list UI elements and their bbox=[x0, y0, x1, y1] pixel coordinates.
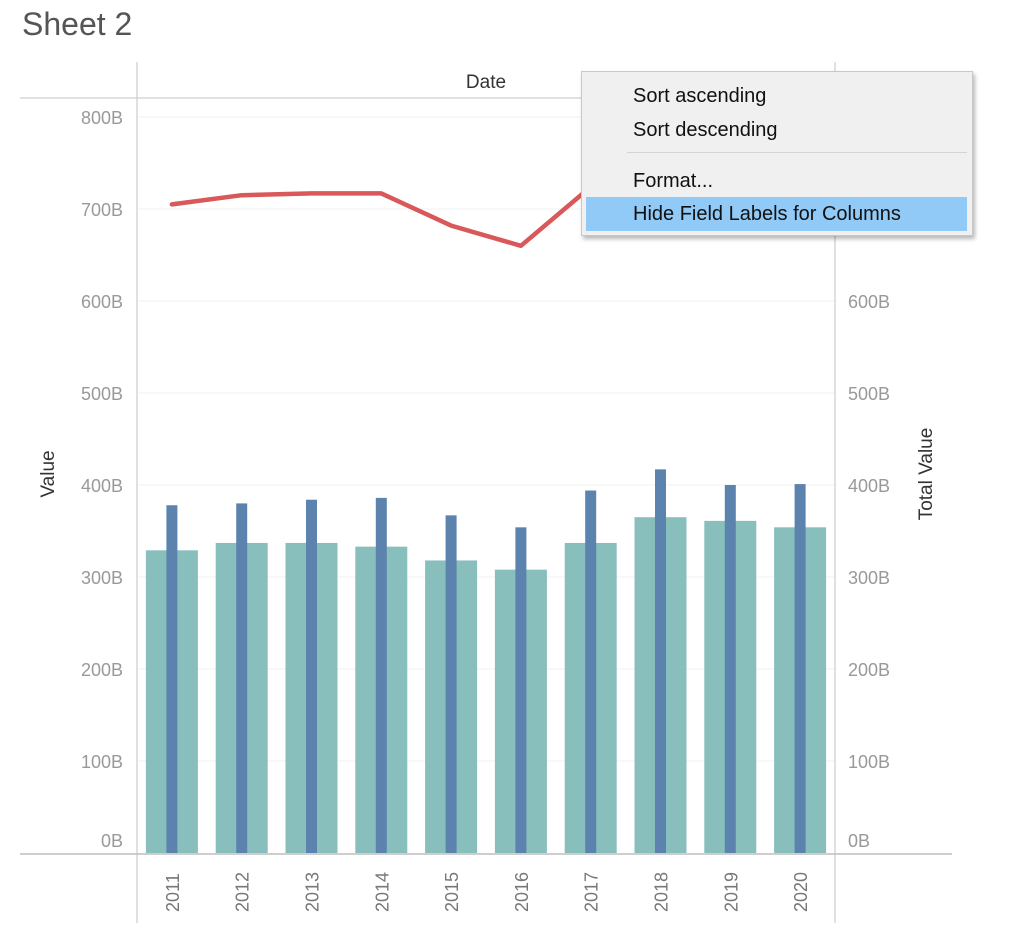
line-series bbox=[169, 184, 593, 249]
y-right-tick-label: 500B bbox=[848, 384, 890, 404]
y-right-tick-label: 200B bbox=[848, 660, 890, 680]
y-left-tick-label: 500B bbox=[81, 384, 123, 404]
menu-item-format[interactable]: Format... bbox=[633, 170, 714, 192]
y-right-tick-label: 100B bbox=[848, 752, 890, 772]
x-tick-label: 2013 bbox=[303, 872, 323, 912]
bar-narrow-2014[interactable] bbox=[375, 497, 387, 853]
menu-item-sort-descending[interactable]: Sort descending bbox=[633, 119, 778, 141]
y-axis-left-title: Value bbox=[38, 450, 59, 497]
x-tick-label: 2016 bbox=[512, 872, 532, 912]
bar-narrow-2016[interactable] bbox=[515, 527, 527, 853]
y-right-tick-label: 600B bbox=[848, 292, 890, 312]
x-axis-ticks: 2011 2012 2013 2014 2015 2016 2017 2018 2019 2020 bbox=[163, 872, 811, 912]
x-tick-label: 2017 bbox=[582, 872, 602, 912]
bar-narrow-2020[interactable] bbox=[794, 484, 806, 853]
menu-item-hide-field-labels[interactable]: Hide Field Labels for Columns bbox=[586, 197, 967, 231]
y-right-tick-label: 400B bbox=[848, 476, 890, 496]
y-axis-left-ticks: 0B 100B 200B 300B 400B 500B 600B 700B 800B bbox=[81, 108, 123, 851]
y-right-tick-label: 0B bbox=[848, 831, 870, 851]
column-header[interactable]: Date bbox=[466, 72, 506, 93]
x-tick-label: 2020 bbox=[791, 872, 811, 912]
bar-narrow-2019[interactable] bbox=[724, 485, 736, 853]
line-series-path[interactable] bbox=[169, 184, 593, 249]
menu-separator bbox=[627, 152, 967, 153]
y-left-tick-label: 100B bbox=[81, 752, 123, 772]
y-left-tick-label: 800B bbox=[81, 108, 123, 128]
y-left-tick-label: 700B bbox=[81, 200, 123, 220]
bar-narrow-2013[interactable] bbox=[306, 499, 317, 853]
y-right-tick-label: 300B bbox=[848, 568, 890, 588]
y-left-tick-label: 300B bbox=[81, 568, 123, 588]
x-tick-label: 2011 bbox=[163, 873, 183, 912]
x-tick-label: 2015 bbox=[442, 872, 462, 912]
bar-narrow-2015[interactable] bbox=[445, 515, 457, 853]
x-tick-label: 2014 bbox=[372, 872, 392, 912]
y-left-tick-label: 0B bbox=[101, 831, 123, 851]
bar-narrow-2011[interactable] bbox=[166, 505, 178, 853]
y-left-tick-label: 200B bbox=[81, 660, 123, 680]
x-tick-label: 2012 bbox=[233, 872, 253, 912]
y-left-tick-label: 400B bbox=[81, 476, 123, 496]
bar-series-wide bbox=[145, 517, 827, 853]
y-left-tick-label: 600B bbox=[81, 292, 123, 312]
x-tick-label: 2019 bbox=[721, 872, 741, 912]
bar-narrow-2018[interactable] bbox=[655, 469, 666, 853]
sheet-title: Sheet 2 bbox=[22, 6, 133, 42]
y-axis-right-title: Total Value bbox=[916, 428, 937, 521]
x-tick-label: 2018 bbox=[652, 872, 672, 912]
bar-series-narrow bbox=[166, 469, 806, 853]
bar-narrow-2017[interactable] bbox=[585, 490, 597, 853]
y-axis-right-ticks: 0B 100B 200B 300B 400B 500B 600B bbox=[848, 292, 890, 851]
bar-narrow-2012[interactable] bbox=[236, 503, 248, 853]
menu-item-sort-ascending[interactable]: Sort ascending bbox=[633, 85, 767, 107]
context-menu: Sort ascending Sort descending Format...… bbox=[581, 71, 973, 236]
